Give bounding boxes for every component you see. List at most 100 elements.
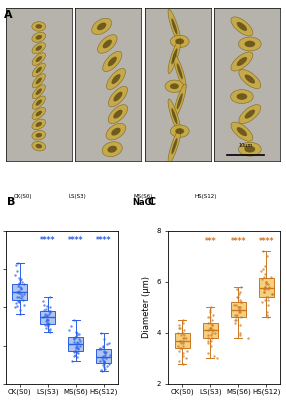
Point <box>266 296 270 303</box>
Point <box>18 286 23 292</box>
Point <box>72 334 77 340</box>
Text: ****: **** <box>40 236 55 245</box>
Point <box>180 337 185 344</box>
Point <box>16 298 21 304</box>
Point <box>19 285 23 291</box>
Ellipse shape <box>175 38 184 44</box>
Point <box>182 332 186 339</box>
Point <box>101 344 106 350</box>
Ellipse shape <box>36 67 42 73</box>
Point <box>237 330 242 336</box>
Point <box>265 312 269 318</box>
Point <box>74 338 79 345</box>
PathPatch shape <box>12 284 27 300</box>
Y-axis label: Diameter (μm): Diameter (μm) <box>142 276 150 338</box>
Point <box>237 309 242 316</box>
Point <box>105 341 110 348</box>
PathPatch shape <box>40 311 55 324</box>
Text: B: B <box>7 197 15 207</box>
Point <box>107 360 112 367</box>
Point <box>102 336 106 342</box>
Ellipse shape <box>32 63 45 77</box>
Point <box>177 348 181 354</box>
Point <box>177 337 182 344</box>
Ellipse shape <box>239 104 261 124</box>
Point <box>207 324 212 331</box>
Point <box>47 304 52 310</box>
Point <box>261 266 265 272</box>
Point <box>232 302 237 308</box>
Ellipse shape <box>239 70 261 88</box>
Point <box>17 294 22 300</box>
Point <box>263 271 267 277</box>
Point <box>102 349 107 355</box>
Point <box>265 294 270 300</box>
Point <box>43 324 48 331</box>
Point <box>210 322 214 328</box>
PathPatch shape <box>96 350 112 362</box>
Point <box>206 340 210 346</box>
Point <box>16 282 21 289</box>
Point <box>102 354 107 360</box>
Point <box>42 322 47 328</box>
Ellipse shape <box>35 35 42 40</box>
Point <box>102 348 106 354</box>
Point <box>76 350 80 356</box>
Point <box>207 314 212 321</box>
Ellipse shape <box>97 22 106 30</box>
Point <box>236 309 241 316</box>
Point <box>21 302 26 308</box>
Point <box>239 284 243 290</box>
Point <box>237 289 242 295</box>
Point <box>262 284 267 290</box>
Point <box>238 296 243 303</box>
Text: ****: **** <box>96 236 112 245</box>
Point <box>176 330 180 336</box>
Point <box>46 321 51 327</box>
Point <box>74 344 78 350</box>
Point <box>234 314 238 321</box>
Point <box>210 322 214 328</box>
Point <box>19 292 24 299</box>
Point <box>208 324 212 331</box>
Point <box>180 330 185 336</box>
Point <box>264 294 269 300</box>
Point <box>266 314 271 321</box>
Point <box>99 367 104 373</box>
Point <box>182 327 186 334</box>
Point <box>17 280 21 286</box>
Ellipse shape <box>32 96 45 109</box>
Point <box>19 278 24 285</box>
Point <box>213 330 217 336</box>
Ellipse shape <box>111 128 121 136</box>
Point <box>102 359 106 366</box>
Point <box>184 335 188 341</box>
Ellipse shape <box>168 39 181 74</box>
Ellipse shape <box>32 108 45 120</box>
Point <box>13 304 18 310</box>
Ellipse shape <box>237 93 247 100</box>
Ellipse shape <box>106 123 126 140</box>
Point <box>43 313 47 320</box>
Ellipse shape <box>108 146 117 153</box>
Point <box>108 351 112 358</box>
Ellipse shape <box>92 18 112 34</box>
Point <box>99 330 103 336</box>
Point <box>103 355 108 362</box>
Point <box>181 335 186 341</box>
Point <box>269 273 273 280</box>
Point <box>47 327 51 334</box>
Point <box>15 268 20 275</box>
Point <box>68 323 73 330</box>
Ellipse shape <box>35 133 42 138</box>
Point <box>74 332 79 339</box>
Point <box>237 304 242 310</box>
Point <box>262 273 267 280</box>
Text: ****: **** <box>231 237 246 246</box>
Ellipse shape <box>237 127 247 136</box>
PathPatch shape <box>68 337 84 351</box>
Point <box>103 351 108 358</box>
Point <box>238 307 243 313</box>
Point <box>102 359 106 366</box>
Ellipse shape <box>112 74 120 84</box>
